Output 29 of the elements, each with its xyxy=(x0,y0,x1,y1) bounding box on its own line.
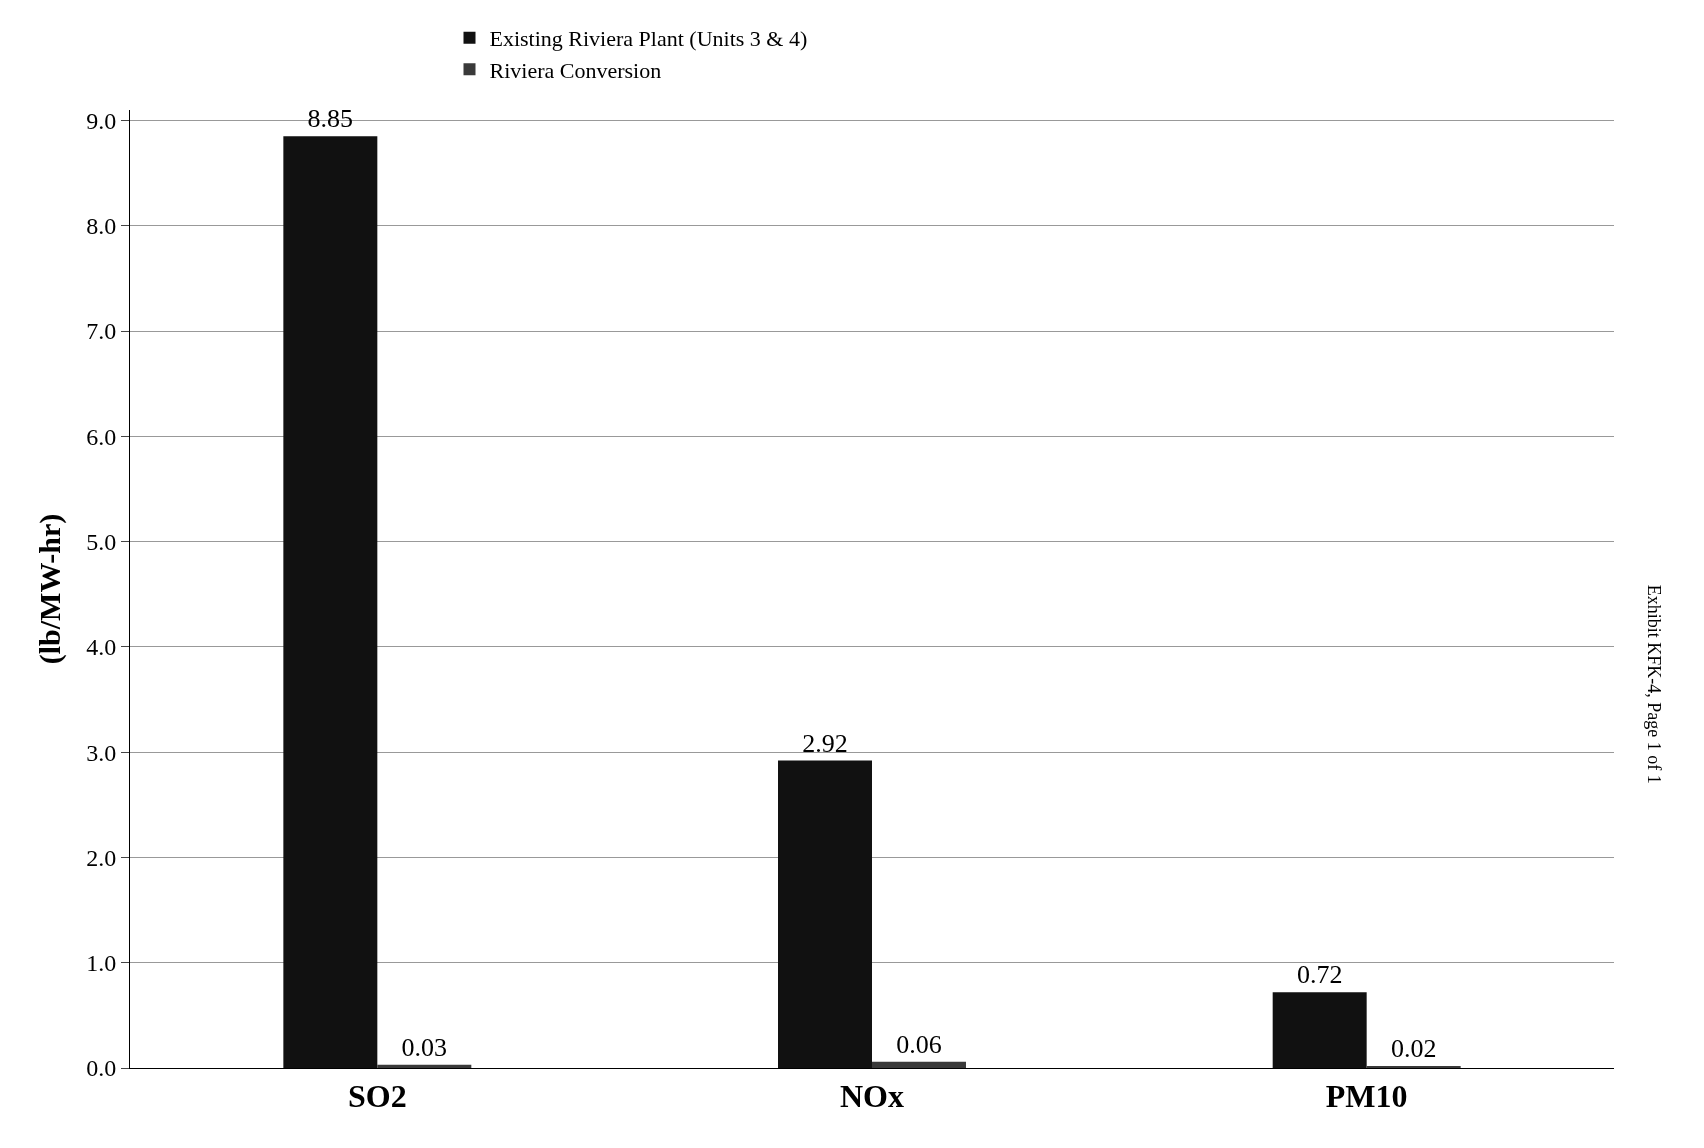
y-axis-title: (lb/MW-hr) xyxy=(33,513,67,665)
y-tick-label: 6.0 xyxy=(86,423,117,450)
data-label: 0.03 xyxy=(401,1032,448,1062)
legend-label: Riviera Conversion xyxy=(489,57,662,83)
data-label: 0.02 xyxy=(1390,1033,1437,1063)
bar xyxy=(283,136,378,1068)
bar xyxy=(778,760,872,1068)
legend-label: Existing Riviera Plant (Units 3 & 4) xyxy=(489,26,808,52)
x-tick-label: SO2 xyxy=(347,1078,407,1115)
text: Exhibit KFK-4, Page 1 of 1 xyxy=(1643,584,1664,784)
y-tick-label: 0.0 xyxy=(86,1055,117,1082)
y-tick-label: 5.0 xyxy=(86,529,117,556)
y-tick-label: 3.0 xyxy=(86,739,117,766)
y-tick-label: 8.0 xyxy=(86,213,117,240)
data-label: 0.72 xyxy=(1296,960,1343,990)
data-label: 0.06 xyxy=(896,1029,942,1059)
y-tick-label: 7.0 xyxy=(86,318,117,345)
data-label: 8.85 xyxy=(307,104,354,134)
y-tick-label: 2.0 xyxy=(86,844,117,871)
y-tick-label: 9.0 xyxy=(86,107,117,134)
bar xyxy=(1366,1065,1461,1068)
x-tick-label: PM10 xyxy=(1325,1078,1408,1115)
data-label: 2.92 xyxy=(802,728,848,758)
y-tick-label: 4.0 xyxy=(86,634,117,661)
y-tick-label: 1.0 xyxy=(86,950,117,977)
bar xyxy=(1272,992,1367,1068)
bar xyxy=(872,1061,966,1068)
x-tick-label: NOx xyxy=(840,1078,904,1115)
bar xyxy=(377,1064,472,1068)
